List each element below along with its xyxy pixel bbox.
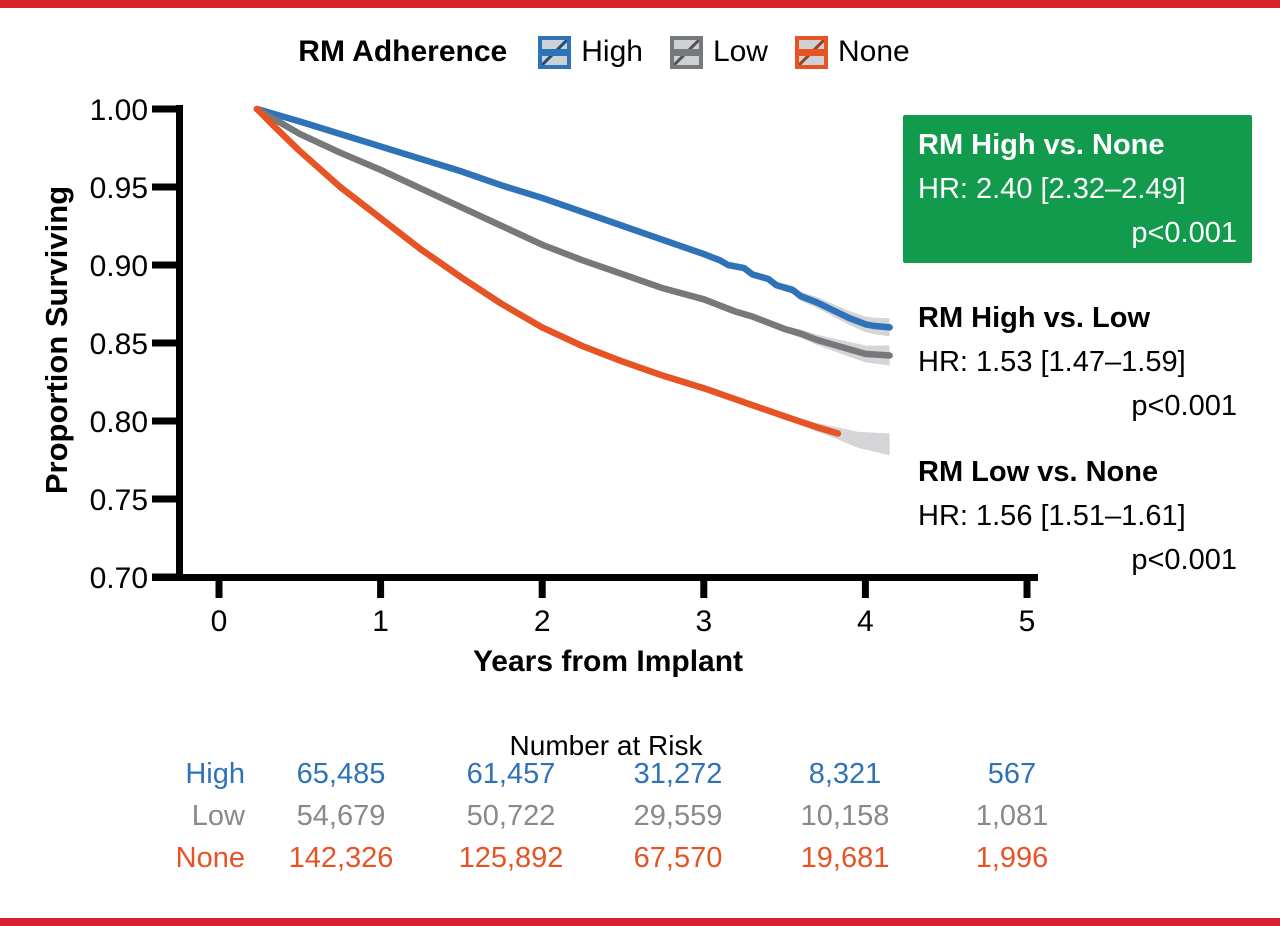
risk-value: 65,485	[296, 758, 386, 790]
y-tick-label: 1.00	[90, 94, 148, 127]
series-line-none	[253, 105, 842, 437]
annotation-pvalue: p<0.001	[1131, 544, 1237, 576]
legend: RM Adherence High Low None	[0, 30, 1208, 74]
legend-item-low: Low	[669, 35, 768, 69]
risk-row-label: High	[185, 758, 245, 790]
y-tick	[152, 183, 177, 191]
legend-label: High	[581, 35, 643, 68]
risk-row-high: High 65,485 61,457 31,272 8,321 567	[0, 753, 1280, 795]
y-axis-title: Proportion Surviving	[39, 185, 74, 495]
x-axis-line	[152, 574, 1038, 581]
legend-key-icon	[794, 35, 828, 69]
y-tick	[152, 105, 177, 113]
y-tick	[152, 261, 177, 269]
risk-row-low: Low 54,679 50,722 29,559 10,158 1,081	[0, 795, 1280, 837]
y-tick-label: 0.70	[90, 562, 148, 595]
x-axis-title: Years from Implant	[472, 645, 744, 678]
y-tick-label: 0.85	[90, 328, 148, 361]
legend-key-icon	[669, 35, 703, 69]
legend-items: High Low None	[538, 35, 910, 69]
risk-value: 1,081	[975, 800, 1049, 832]
legend-label: Low	[712, 35, 768, 68]
legend-key-line	[673, 48, 699, 56]
legend-key-icon	[538, 35, 572, 69]
y-tick	[152, 495, 177, 503]
annotation-hr: HR: 2.40 [2.32–2.49]	[918, 173, 1186, 205]
legend-title: RM Adherence	[298, 35, 508, 68]
risk-value: 29,559	[633, 800, 723, 832]
y-tick	[152, 339, 177, 347]
risk-table-title: Number at Risk	[509, 730, 703, 761]
y-tick-label: 0.75	[90, 484, 148, 517]
risk-value: 142,326	[288, 842, 394, 874]
y-tick-label: 0.90	[90, 250, 148, 283]
risk-value: 1,996	[975, 842, 1049, 874]
bottom-border-bar	[0, 918, 1280, 926]
annotation-title: RM High vs. Low	[918, 302, 1150, 334]
risk-table: High 65,485 61,457 31,272 8,321 567 Low 54,679 5…	[0, 753, 1280, 883]
annotation-title: RM High vs. None	[918, 129, 1165, 161]
x-tick	[700, 581, 708, 598]
y-tick-label: 0.95	[90, 172, 148, 205]
risk-value: 8,321	[808, 758, 882, 790]
annotation-high-vs-none: RM High vs. None HR: 2.40 [2.32–2.49] p<…	[903, 115, 1252, 263]
annotation-title: RM Low vs. None	[918, 456, 1159, 488]
x-tick-label: 3	[695, 605, 712, 638]
risk-row-label: Low	[191, 800, 245, 832]
risk-value: 61,457	[466, 758, 556, 790]
x-tick	[538, 581, 546, 598]
annotation-high-vs-low: RM High vs. Low HR: 1.53 [1.47–1.59] p<0…	[903, 296, 1252, 428]
x-tick-label: 2	[534, 605, 551, 638]
y-axis-line	[176, 105, 183, 581]
series-line-high	[253, 105, 893, 331]
y-tick	[152, 573, 177, 581]
risk-value: 50,722	[466, 800, 556, 832]
annotation-pvalue: p<0.001	[1131, 217, 1237, 249]
risk-value: 10,158	[800, 800, 890, 832]
legend-item-none: None	[794, 35, 910, 69]
x-tick	[861, 581, 869, 598]
x-tick-label: 4	[857, 605, 874, 638]
legend-label: None	[837, 35, 910, 68]
x-tick	[215, 581, 223, 598]
y-tick	[152, 417, 177, 425]
risk-value: 567	[987, 758, 1037, 790]
annotation-pvalue: p<0.001	[1131, 390, 1237, 422]
legend-key-line	[798, 48, 824, 56]
series-line-low	[253, 105, 893, 359]
legend-item-high: High	[538, 35, 643, 69]
legend-key-line	[542, 48, 568, 56]
x-tick	[1023, 581, 1031, 598]
annotation-hr: HR: 1.53 [1.47–1.59]	[918, 346, 1186, 378]
annotation-low-vs-none: RM Low vs. None HR: 1.56 [1.51–1.61] p<0…	[903, 450, 1252, 582]
y-tick-label: 0.80	[90, 406, 148, 439]
risk-value: 54,679	[296, 800, 386, 832]
risk-value: 31,272	[633, 758, 723, 790]
risk-row-none: None 142,326 125,892 67,570 19,681 1,996	[0, 837, 1280, 879]
risk-row-label: None	[175, 842, 245, 874]
x-tick-label: 1	[372, 605, 389, 638]
top-border-bar	[0, 0, 1280, 8]
risk-value: 125,892	[458, 842, 564, 874]
x-tick-label: 0	[211, 605, 228, 638]
risk-value: 67,570	[633, 842, 723, 874]
risk-value: 19,681	[800, 842, 890, 874]
x-tick	[377, 581, 385, 598]
annotation-hr: HR: 1.56 [1.51–1.61]	[918, 500, 1186, 532]
x-tick-label: 5	[1019, 605, 1036, 638]
